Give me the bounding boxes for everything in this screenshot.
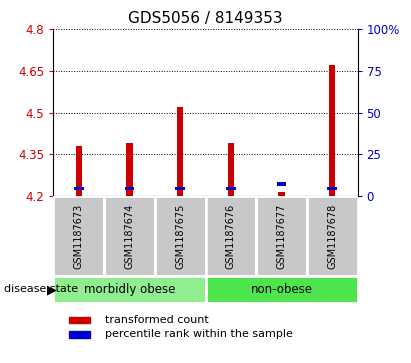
Bar [327,187,337,189]
Text: GSM1187676: GSM1187676 [226,203,236,269]
Text: transformed count: transformed count [105,315,209,325]
Bar [69,331,90,338]
FancyBboxPatch shape [155,196,206,276]
Text: non-obese: non-obese [251,283,312,296]
FancyBboxPatch shape [104,196,155,276]
Text: GSM1187675: GSM1187675 [175,203,185,269]
FancyBboxPatch shape [53,196,104,276]
Text: GSM1187677: GSM1187677 [277,203,286,269]
FancyBboxPatch shape [206,196,256,276]
FancyBboxPatch shape [307,196,358,276]
Text: morbidly obese: morbidly obese [84,283,175,296]
Bar [177,107,183,196]
Bar [228,143,234,196]
Bar [125,187,134,189]
Bar [175,187,185,189]
FancyBboxPatch shape [256,196,307,276]
Bar [279,192,284,196]
Bar [127,143,132,196]
Text: ▶: ▶ [47,283,57,296]
Bar [277,182,286,186]
Text: GSM1187678: GSM1187678 [327,203,337,269]
Bar [226,187,236,189]
Text: GSM1187674: GSM1187674 [125,203,134,269]
Text: disease state: disease state [4,285,78,294]
Bar [69,317,90,323]
Bar [76,146,82,196]
Text: GSM1187673: GSM1187673 [74,203,84,269]
Bar [329,65,335,196]
Bar [74,187,84,189]
FancyBboxPatch shape [53,277,206,302]
Title: GDS5056 / 8149353: GDS5056 / 8149353 [128,12,283,26]
Text: percentile rank within the sample: percentile rank within the sample [105,329,293,339]
FancyBboxPatch shape [206,277,358,302]
